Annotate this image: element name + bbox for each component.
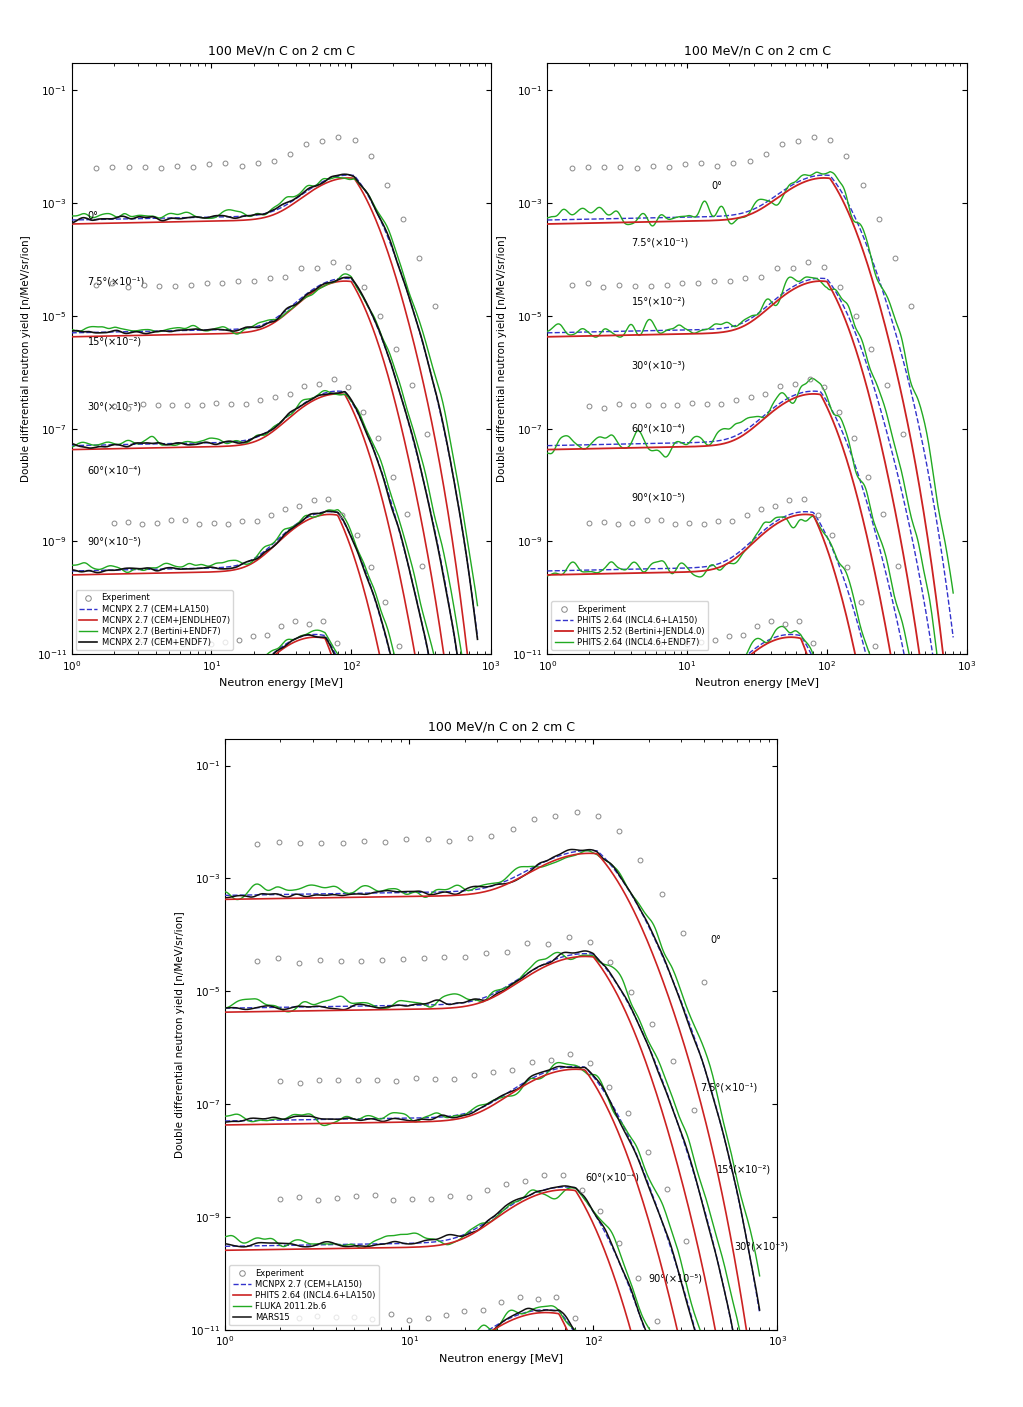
Text: 15°(×10⁻²): 15°(×10⁻²) [88,336,141,346]
Legend: Experiment, PHITS 2.64 (INCL4.6+LA150), PHITS 2.52 (Bertini+JENDL4.0), PHITS 2.6: Experiment, PHITS 2.64 (INCL4.6+LA150), … [551,601,708,650]
Text: 7.5°(×10⁻¹): 7.5°(×10⁻¹) [631,238,688,248]
Text: 15°(×10⁻²): 15°(×10⁻²) [631,297,685,307]
Legend: Experiment, MCNPX 2.7 (CEM+LA150), MCNPX 2.7 (CEM+JENDLHE07), MCNPX 2.7 (Bertini: Experiment, MCNPX 2.7 (CEM+LA150), MCNPX… [76,590,233,650]
Legend: Experiment, MCNPX 2.7 (CEM+LA150), PHITS 2.64 (INCL4.6+LA150), FLUKA 2011.2b.6, : Experiment, MCNPX 2.7 (CEM+LA150), PHITS… [229,1265,379,1325]
X-axis label: Neutron energy [MeV]: Neutron energy [MeV] [219,678,344,688]
Text: 60°(×10⁻⁴): 60°(×10⁻⁴) [585,1172,639,1182]
Text: 60°(×10⁻⁴): 60°(×10⁻⁴) [631,424,685,433]
Y-axis label: Double differential neutron yield [n/MeV/sr/ion]: Double differential neutron yield [n/MeV… [497,235,506,483]
Text: 30°(×10⁻³): 30°(×10⁻³) [733,1241,788,1251]
Text: 0°: 0° [712,182,722,191]
Y-axis label: Double differential neutron yield [n/MeV/sr/ion]: Double differential neutron yield [n/MeV… [21,235,31,483]
Text: 60°(×10⁻⁴): 60°(×10⁻⁴) [88,466,141,476]
Text: 30°(×10⁻³): 30°(×10⁻³) [88,401,141,411]
Text: 0°: 0° [710,936,721,946]
Text: 15°(×10⁻²): 15°(×10⁻²) [717,1164,771,1175]
Title: 100 MeV/n C on 2 cm C: 100 MeV/n C on 2 cm C [428,720,575,733]
Text: 90°(×10⁻⁵): 90°(×10⁻⁵) [631,492,685,502]
Y-axis label: Double differential neutron yield [n/MeV/sr/ion]: Double differential neutron yield [n/MeV… [175,910,184,1158]
X-axis label: Neutron energy [MeV]: Neutron energy [MeV] [439,1354,564,1363]
Text: 0°: 0° [88,211,98,221]
Title: 100 MeV/n C on 2 cm C: 100 MeV/n C on 2 cm C [208,45,355,58]
Text: 7.5°(×10⁻¹): 7.5°(×10⁻¹) [88,277,145,287]
X-axis label: Neutron energy [MeV]: Neutron energy [MeV] [695,678,819,688]
Text: 90°(×10⁻⁵): 90°(×10⁻⁵) [88,536,141,546]
Title: 100 MeV/n C on 2 cm C: 100 MeV/n C on 2 cm C [683,45,831,58]
Text: 7.5°(×10⁻¹): 7.5°(×10⁻¹) [700,1082,757,1092]
Text: 90°(×10⁻⁵): 90°(×10⁻⁵) [649,1273,703,1283]
Text: 30°(×10⁻³): 30°(×10⁻³) [631,360,685,371]
